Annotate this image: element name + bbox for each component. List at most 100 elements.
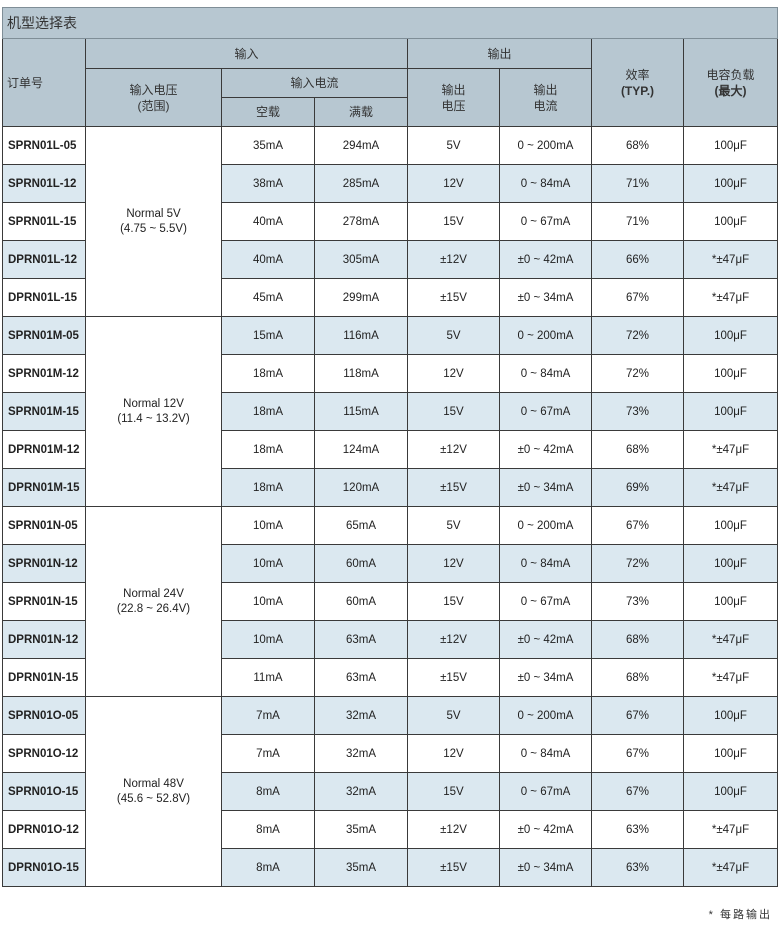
output-voltage-cell: 5V [407,316,500,355]
full-load-current-cell: 294mA [314,126,408,165]
capacitive-load-cell: *±47μF [683,810,778,849]
full-load-current-cell: 299mA [314,278,408,317]
output-voltage-cell: 12V [407,734,500,773]
efficiency-cell: 63% [591,848,684,887]
efficiency-cell: 71% [591,202,684,241]
model-cell: SPRN01N-05 [2,506,86,545]
output-voltage-cell: 12V [407,544,500,583]
table-body: SPRN01L-05 Normal 5V (4.75 ~ 5.5V) 35mA 294m… [2,126,778,887]
capacitive-load-cell: 100μF [683,164,778,203]
efficiency-cell: 67% [591,278,684,317]
no-load-current-cell: 8mA [221,772,315,811]
table-row: DPRN01M-15 18mA 120mA ±15V ±0 ~ 34mA 69% *±47μ… [2,468,778,507]
input-voltage-nominal: Normal 12V [123,397,184,410]
efficiency-cell: 72% [591,354,684,393]
table-row: DPRN01O-15 8mA 35mA ±15V ±0 ~ 34mA 63% *±47μF [2,848,778,887]
no-load-current-cell: 40mA [221,240,315,279]
output-current-cell: 0 ~ 200mA [499,126,592,165]
no-load-current-cell: 15mA [221,316,315,355]
full-load-current-cell: 63mA [314,658,408,697]
full-load-current-cell: 116mA [314,316,408,355]
input-voltage-range: (45.6 ~ 52.8V) [116,792,191,805]
table-row: SPRN01L-05 Normal 5V (4.75 ~ 5.5V) 35mA 294m… [2,126,778,317]
input-voltage-nominal: Normal 24V [123,587,184,600]
output-voltage-cell: 5V [407,126,500,165]
input-voltage-nominal: Normal 5V [126,207,181,220]
output-current-cell: 0 ~ 67mA [499,202,592,241]
capacitive-load-cell: 100μF [683,354,778,393]
model-cell: SPRN01L-05 [2,126,86,165]
efficiency-cell: 68% [591,658,684,697]
output-voltage-cell: ±12V [407,620,500,659]
table-row: DPRN01N-12 10mA 63mA ±12V ±0 ~ 42mA 68% *±47μF [2,620,778,659]
output-current-cell: ±0 ~ 34mA [499,278,592,317]
full-load-current-cell: 32mA [314,734,408,773]
capacitive-load-cell: 100μF [683,506,778,545]
full-load-current-cell: 32mA [314,772,408,811]
full-load-current-cell: 35mA [314,848,408,887]
no-load-current-cell: 7mA [221,734,315,773]
no-load-current-cell: 10mA [221,582,315,621]
full-load-current-cell: 285mA [314,164,408,203]
output-voltage-cell: 15V [407,772,500,811]
header-output: 输出 [407,38,592,69]
header-capacitive-load: 电容负载 (最大) [683,38,778,127]
table-row: DPRN01L-15 45mA 299mA ±15V ±0 ~ 34mA 67% *±47μ… [2,278,778,317]
header-output-current: 输出 电流 [499,68,592,127]
capacitive-load-cell: 100μF [683,126,778,165]
capacitive-load-cell: 100μF [683,582,778,621]
model-cell: DPRN01O-12 [2,810,86,849]
capacitive-load-cell: 100μF [683,696,778,735]
output-current-cell: ±0 ~ 42mA [499,430,592,469]
header-input-voltage: 输入电压 (范围) [85,68,222,127]
capacitive-load-cell: 100μF [683,316,778,355]
full-load-current-cell: 305mA [314,240,408,279]
no-load-current-cell: 40mA [221,202,315,241]
output-current-cell: 0 ~ 200mA [499,696,592,735]
output-voltage-cell: ±15V [407,468,500,507]
output-voltage-cell: ±15V [407,848,500,887]
no-load-current-cell: 18mA [221,468,315,507]
table-row: DPRN01L-12 40mA 305mA ±12V ±0 ~ 42mA 66% *±47μ… [2,240,778,279]
output-voltage-cell: ±12V [407,430,500,469]
header-no-load: 空载 [221,97,315,127]
output-voltage-cell: 12V [407,164,500,203]
output-voltage-cell: ±15V [407,278,500,317]
full-load-current-cell: 32mA [314,696,408,735]
input-voltage-cell: Normal 5V (4.75 ~ 5.5V) [85,126,222,317]
output-current-cell: ±0 ~ 34mA [499,468,592,507]
header-output-voltage: 输出 电压 [407,68,500,127]
output-voltage-cell: 15V [407,392,500,431]
capacitive-load-cell: 100μF [683,392,778,431]
input-voltage-range: (11.4 ~ 13.2V) [117,412,190,425]
table-row: SPRN01O-15 8mA 32mA 15V 0 ~ 67mA 67% 100μF [2,772,778,811]
full-load-current-cell: 115mA [314,392,408,431]
efficiency-cell: 67% [591,734,684,773]
output-current-cell: ±0 ~ 42mA [499,810,592,849]
efficiency-cell: 68% [591,126,684,165]
output-voltage-cell: ±15V [407,658,500,697]
output-current-cell: ±0 ~ 42mA [499,620,592,659]
model-cell: SPRN01N-15 [2,582,86,621]
table-row: DPRN01O-12 8mA 35mA ±12V ±0 ~ 42mA 63% *±47μF [2,810,778,849]
footnote: * 每路输出 [708,909,772,921]
efficiency-cell: 68% [591,430,684,469]
model-cell: DPRN01L-15 [2,278,86,317]
output-voltage-cell: ±12V [407,810,500,849]
efficiency-cell: 67% [591,506,684,545]
no-load-current-cell: 7mA [221,696,315,735]
output-voltage-cell: ±12V [407,240,500,279]
model-cell: SPRN01O-15 [2,772,86,811]
efficiency-cell: 72% [591,316,684,355]
input-voltage-range: (4.75 ~ 5.5V) [120,222,187,235]
no-load-current-cell: 8mA [221,848,315,887]
efficiency-cell: 63% [591,810,684,849]
table-row: SPRN01M-15 18mA 115mA 15V 0 ~ 67mA 73% 100μF [2,392,778,431]
efficiency-cell: 72% [591,544,684,583]
capacitive-load-cell: 100μF [683,202,778,241]
full-load-current-cell: 60mA [314,544,408,583]
full-load-current-cell: 118mA [314,354,408,393]
table-row: SPRN01L-12 38mA 285mA 12V 0 ~ 84mA 71% 100μF [2,164,778,203]
efficiency-cell: 67% [591,772,684,811]
no-load-current-cell: 18mA [221,392,315,431]
